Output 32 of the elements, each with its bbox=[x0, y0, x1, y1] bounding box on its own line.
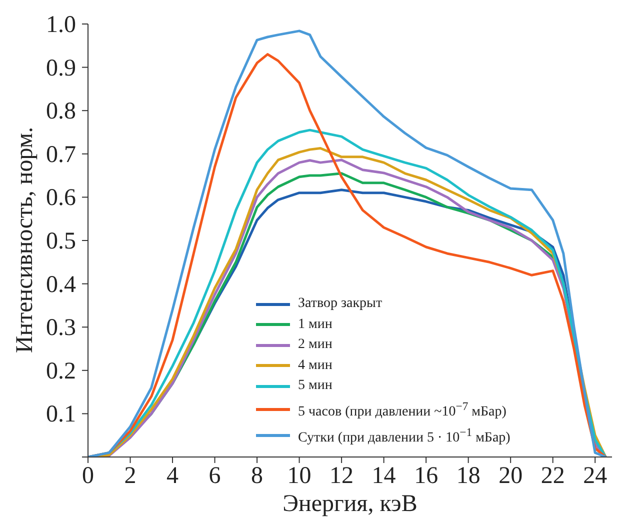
x-tick-label: 10 bbox=[287, 463, 312, 489]
legend-label: 2 мин bbox=[298, 336, 332, 354]
y-tick-label: 0.9 bbox=[46, 55, 76, 82]
x-tick-label: 20 bbox=[498, 463, 523, 489]
legend-label: Затвор закрыт bbox=[298, 295, 382, 313]
legend-label: 5 мин bbox=[298, 377, 332, 395]
x-tick-label: 0 bbox=[82, 463, 94, 489]
y-tick-label: 0.3 bbox=[46, 315, 76, 342]
x-tick-label: 24 bbox=[583, 463, 608, 489]
y-tick-label: 1.0 bbox=[46, 12, 76, 38]
y-tick-label: 0.1 bbox=[46, 402, 76, 428]
y-tick-label: 0.5 bbox=[46, 228, 76, 254]
x-tick-label: 22 bbox=[540, 463, 565, 489]
x-tick-label: 2 bbox=[124, 463, 136, 489]
x-tick-label: 4 bbox=[166, 463, 179, 489]
x-tick-label: 18 bbox=[456, 463, 480, 489]
legend-label: 1 мин bbox=[298, 316, 332, 334]
y-tick-label: 0.7 bbox=[46, 142, 76, 168]
y-tick-label: 0.4 bbox=[46, 272, 76, 298]
legend-label: 5 часов (при давлении ~10$^{−7}$ мБар) bbox=[298, 398, 506, 422]
x-tick-label: 16 bbox=[414, 463, 438, 489]
y-tick-label: 0.6 bbox=[46, 185, 76, 212]
y-axis-title: Интенсивность, норм. bbox=[12, 126, 38, 354]
y-tick-label: 0.8 bbox=[46, 98, 76, 125]
x-tick-label: 14 bbox=[372, 463, 396, 489]
legend-label: 4 мин bbox=[298, 356, 332, 374]
x-axis-title: Энергия, кэВ bbox=[282, 491, 418, 517]
x-tick-label: 6 bbox=[208, 463, 221, 489]
y-tick-label: 0.2 bbox=[46, 358, 76, 384]
legend-label: Сутки (при давлении 5 · 10$^{−1}$ мБар) bbox=[298, 424, 510, 448]
x-tick-label: 8 bbox=[251, 463, 264, 489]
x-tick-label: 12 bbox=[330, 463, 354, 489]
